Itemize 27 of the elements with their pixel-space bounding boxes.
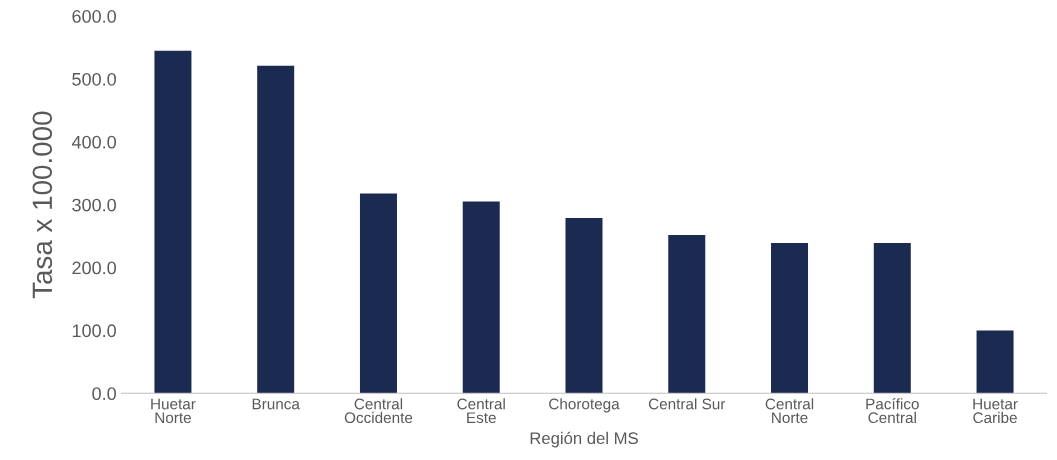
y-tick-label: 0.0 bbox=[92, 387, 116, 401]
y-tick-label: 200.0 bbox=[72, 261, 116, 275]
x-tick-label: Central Norte bbox=[765, 398, 814, 424]
x-tick-label: Pacífico Central bbox=[866, 397, 919, 424]
y-tick-label: 100.0 bbox=[72, 324, 116, 338]
bar bbox=[257, 65, 295, 394]
bar bbox=[771, 243, 809, 394]
x-tick-label: Brunca bbox=[252, 398, 300, 410]
bar bbox=[154, 50, 192, 394]
y-tick-label: 500.0 bbox=[72, 72, 116, 86]
x-tick-label: Huetar Caribe bbox=[973, 398, 1018, 424]
x-axis-title: Región del MS bbox=[530, 431, 638, 448]
bar bbox=[976, 330, 1014, 394]
bar bbox=[873, 243, 911, 394]
x-tick-label: Central Occidente bbox=[344, 398, 413, 424]
y-axis-title: Tasa x 100.000 bbox=[32, 111, 53, 299]
x-tick-label: Huetar Norte bbox=[151, 398, 196, 424]
x-tick-label: Chorotega bbox=[549, 398, 620, 413]
y-tick-label: 600.0 bbox=[72, 10, 116, 23]
bar bbox=[462, 201, 500, 394]
x-tick-label: Central Sur bbox=[648, 398, 726, 410]
bar bbox=[565, 217, 603, 394]
y-tick-label: 300.0 bbox=[72, 198, 116, 212]
y-tick-label: 400.0 bbox=[71, 135, 116, 149]
bar bbox=[668, 234, 706, 394]
x-tick-label: Central Este bbox=[457, 398, 505, 424]
bar bbox=[359, 193, 397, 394]
